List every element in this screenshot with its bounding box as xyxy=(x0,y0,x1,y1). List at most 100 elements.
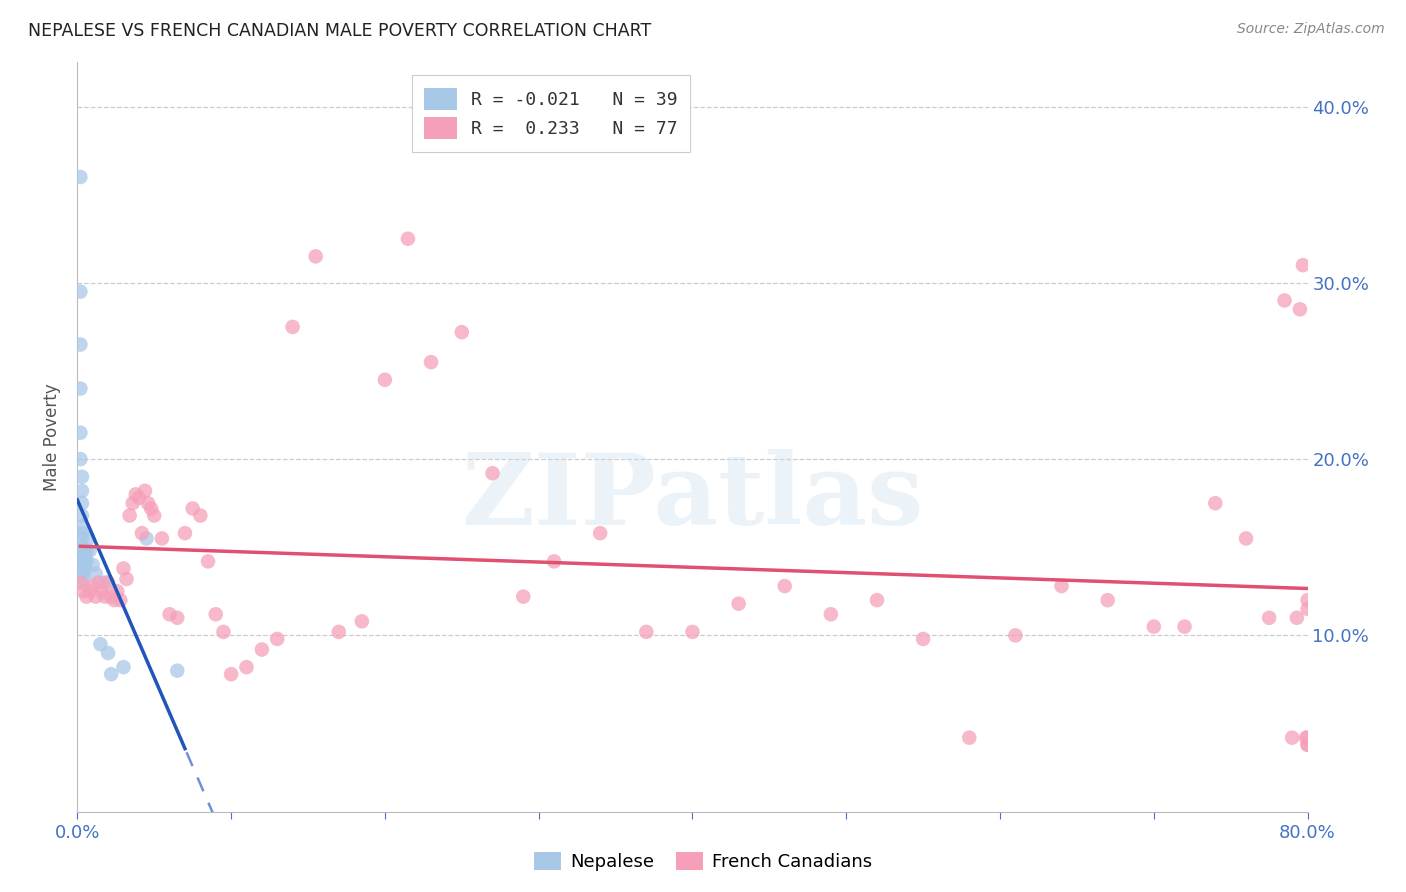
Point xyxy=(481,467,503,481)
Point xyxy=(131,526,153,541)
Point xyxy=(70,519,93,533)
Point xyxy=(141,501,163,516)
Point xyxy=(1296,738,1319,752)
Point xyxy=(72,552,94,566)
Point xyxy=(374,373,396,387)
Point xyxy=(773,579,796,593)
Point xyxy=(212,624,235,639)
Point xyxy=(1296,738,1319,752)
Point xyxy=(82,558,104,572)
Point xyxy=(87,575,110,590)
Point xyxy=(100,590,122,604)
Point xyxy=(159,607,181,622)
Point xyxy=(70,508,93,523)
Text: NEPALESE VS FRENCH CANADIAN MALE POVERTY CORRELATION CHART: NEPALESE VS FRENCH CANADIAN MALE POVERTY… xyxy=(28,22,651,40)
Point xyxy=(73,561,96,575)
Point xyxy=(70,483,93,498)
Point xyxy=(727,597,749,611)
Point xyxy=(912,632,935,646)
Point xyxy=(1295,731,1317,745)
Point xyxy=(250,642,273,657)
Point xyxy=(396,232,419,246)
Point xyxy=(69,575,91,590)
Point xyxy=(118,508,141,523)
Point xyxy=(1296,731,1319,745)
Point xyxy=(150,532,173,546)
Point xyxy=(70,496,93,510)
Point xyxy=(73,543,96,558)
Text: Source: ZipAtlas.com: Source: ZipAtlas.com xyxy=(1237,22,1385,37)
Point xyxy=(136,496,159,510)
Point xyxy=(235,660,257,674)
Point xyxy=(328,624,350,639)
Point xyxy=(100,667,122,681)
Point xyxy=(188,508,212,523)
Point xyxy=(70,526,93,541)
Point xyxy=(73,558,96,572)
Point xyxy=(103,593,125,607)
Point xyxy=(1296,593,1319,607)
Point xyxy=(143,508,166,523)
Legend: R = -0.021   N = 39, R =  0.233   N = 77: R = -0.021 N = 39, R = 0.233 N = 77 xyxy=(412,75,690,152)
Point xyxy=(1274,293,1296,308)
Point xyxy=(72,566,94,581)
Point xyxy=(1258,611,1281,625)
Point xyxy=(84,590,107,604)
Text: ZIPatlas: ZIPatlas xyxy=(461,449,924,546)
Point xyxy=(197,554,219,568)
Point xyxy=(134,483,156,498)
Point xyxy=(1143,619,1166,633)
Point xyxy=(420,355,443,369)
Point xyxy=(79,584,101,599)
Point xyxy=(76,543,98,558)
Point xyxy=(1050,579,1073,593)
Point xyxy=(281,319,304,334)
Point xyxy=(682,624,704,639)
Point xyxy=(69,452,91,467)
Point xyxy=(73,549,96,563)
Point xyxy=(73,554,96,568)
Point xyxy=(589,526,612,541)
Point xyxy=(1174,619,1197,633)
Point xyxy=(72,549,94,563)
Point xyxy=(1289,302,1312,317)
Point xyxy=(1296,602,1319,616)
Point xyxy=(450,325,472,339)
Y-axis label: Male Poverty: Male Poverty xyxy=(44,384,62,491)
Point xyxy=(1281,731,1303,745)
Point xyxy=(72,572,94,586)
Point xyxy=(866,593,889,607)
Point xyxy=(110,593,132,607)
Point xyxy=(121,496,143,510)
Point xyxy=(543,554,565,568)
Point xyxy=(82,579,104,593)
Point xyxy=(1004,628,1026,642)
Point xyxy=(94,575,117,590)
Point xyxy=(89,637,111,651)
Point xyxy=(128,491,150,505)
Point xyxy=(72,561,94,575)
Point xyxy=(79,543,101,558)
Point xyxy=(69,337,91,351)
Point xyxy=(1097,593,1119,607)
Legend: Nepalese, French Canadians: Nepalese, French Canadians xyxy=(527,845,879,879)
Point xyxy=(69,382,91,396)
Point xyxy=(70,541,93,555)
Point xyxy=(69,425,91,440)
Point xyxy=(266,632,288,646)
Point xyxy=(72,584,94,599)
Point xyxy=(70,532,93,546)
Point xyxy=(350,615,373,629)
Point xyxy=(69,169,91,184)
Point xyxy=(112,660,135,674)
Point xyxy=(69,285,91,299)
Point xyxy=(72,558,94,572)
Point xyxy=(105,584,128,599)
Point xyxy=(1234,532,1257,546)
Point xyxy=(1285,611,1308,625)
Point xyxy=(97,646,120,660)
Point xyxy=(820,607,842,622)
Point xyxy=(135,532,157,546)
Point xyxy=(84,566,107,581)
Point xyxy=(97,575,120,590)
